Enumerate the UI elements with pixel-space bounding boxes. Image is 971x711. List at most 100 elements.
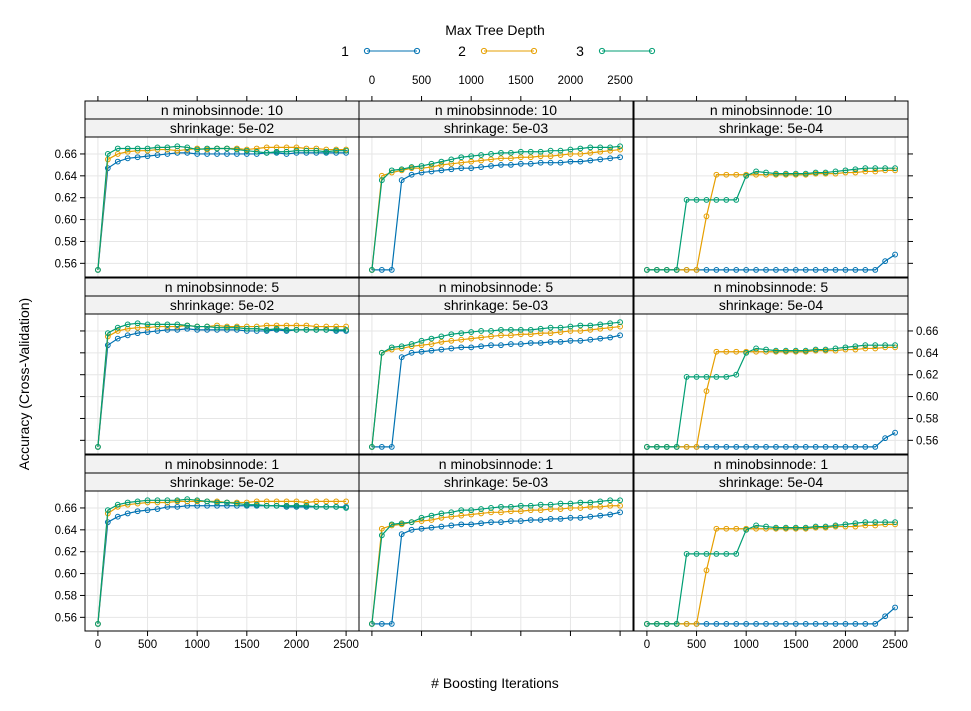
- bottom-x-axes: 0 500 1000 1500 2000 2500 0 500 1000 1500 2000 2500: [95, 631, 908, 651]
- series-line: [371, 148, 621, 270]
- data-point: [723, 196, 730, 203]
- panel-5: n minobsinnode: 5 shrinkage: 5e-03: [358, 277, 634, 455]
- series-2: [369, 323, 623, 450]
- data-point: [892, 251, 898, 258]
- data-point: [343, 498, 349, 505]
- data-point: [333, 147, 340, 154]
- y-axis-row-2: 0.56 0.58 0.60 0.62 0.64 0.66: [908, 326, 939, 447]
- legend-entries: 1 2 3: [341, 43, 656, 59]
- data-point: [428, 164, 435, 170]
- data-point: [303, 326, 310, 333]
- data-point: [617, 509, 623, 516]
- data-point: [617, 332, 623, 339]
- data-point: [124, 155, 131, 162]
- x-tick-label: 1500: [234, 639, 260, 651]
- data-point: [792, 266, 799, 273]
- data-point: [842, 443, 849, 450]
- data-point: [438, 167, 445, 174]
- data-point: [438, 346, 445, 353]
- series-3: [644, 342, 898, 450]
- data-point: [653, 620, 660, 627]
- data-point: [617, 497, 623, 504]
- series-3: [369, 497, 623, 627]
- data-point: [174, 503, 181, 510]
- data-point: [144, 507, 151, 514]
- data-point: [224, 151, 230, 157]
- data-point: [408, 171, 415, 178]
- data-point: [428, 160, 435, 167]
- data-point: [812, 169, 819, 176]
- data-point: [204, 498, 211, 505]
- data-point: [587, 499, 594, 506]
- data-point: [438, 338, 445, 345]
- series-line: [97, 505, 347, 624]
- panel-9: n minobsinnode: 1 shrinkage: 5e-04: [633, 454, 909, 632]
- data-point: [273, 148, 280, 155]
- legend-marker: [648, 47, 656, 55]
- data-point: [713, 550, 720, 557]
- data-point: [862, 522, 869, 529]
- data-point: [842, 344, 849, 351]
- data-point: [517, 154, 524, 161]
- data-point: [398, 531, 405, 538]
- data-point: [617, 143, 623, 150]
- x-tick-label: 500: [412, 75, 431, 87]
- data-point: [507, 155, 514, 162]
- y-tick-label: 0.58: [55, 236, 77, 248]
- data-point: [194, 326, 201, 333]
- y-tick-label: 0.64: [55, 171, 78, 183]
- data-point: [723, 443, 730, 450]
- data-point: [723, 620, 730, 627]
- data-point: [468, 507, 475, 514]
- series-3: [95, 143, 349, 273]
- series-line: [646, 346, 896, 448]
- series-3: [95, 320, 349, 450]
- series-line: [371, 511, 621, 625]
- data-point: [862, 165, 869, 172]
- data-point: [458, 344, 465, 351]
- data-point: [468, 153, 475, 160]
- data-point: [517, 326, 524, 333]
- data-point: [673, 620, 680, 627]
- x-tick-label: 2000: [558, 75, 584, 87]
- data-point: [597, 335, 604, 342]
- data-point: [263, 502, 270, 509]
- panel-frame: [358, 490, 634, 632]
- series-line: [97, 328, 347, 447]
- data-point: [263, 326, 270, 333]
- strip-minobsinnode: n minobsinnode: 5: [165, 279, 280, 295]
- panel-6: n minobsinnode: 5 shrinkage: 5e-04: [633, 277, 909, 455]
- data-point: [378, 525, 385, 532]
- legend-marker: [530, 47, 538, 55]
- series-line: [97, 152, 347, 270]
- data-point: [114, 328, 121, 334]
- data-point: [832, 266, 839, 273]
- data-point: [517, 502, 524, 509]
- data-point: [773, 443, 779, 450]
- data-point: [498, 332, 504, 339]
- data-point: [753, 443, 760, 450]
- data-point: [822, 266, 829, 273]
- data-point: [812, 523, 819, 530]
- data-point: [458, 507, 465, 514]
- data-point: [458, 521, 465, 528]
- data-point: [408, 526, 415, 533]
- legend-entry-3: 3: [576, 43, 656, 59]
- data-point: [517, 508, 524, 515]
- data-point: [547, 338, 554, 345]
- data-point: [114, 151, 121, 157]
- data-point: [832, 345, 839, 352]
- data-point: [773, 620, 779, 627]
- data-point: [478, 164, 485, 170]
- data-point: [577, 514, 584, 521]
- series-2: [95, 322, 349, 450]
- panel-1: n minobsinnode: 10 shrinkage: 5e-02: [84, 100, 360, 278]
- series-1: [644, 604, 898, 627]
- data-point: [862, 443, 869, 450]
- strip-shrinkage: shrinkage: 5e-04: [719, 474, 824, 490]
- data-point: [95, 443, 101, 450]
- data-point: [882, 435, 889, 442]
- strip-minobsinnode: n minobsinnode: 5: [714, 279, 829, 295]
- data-point: [792, 170, 799, 177]
- data-point: [527, 502, 534, 509]
